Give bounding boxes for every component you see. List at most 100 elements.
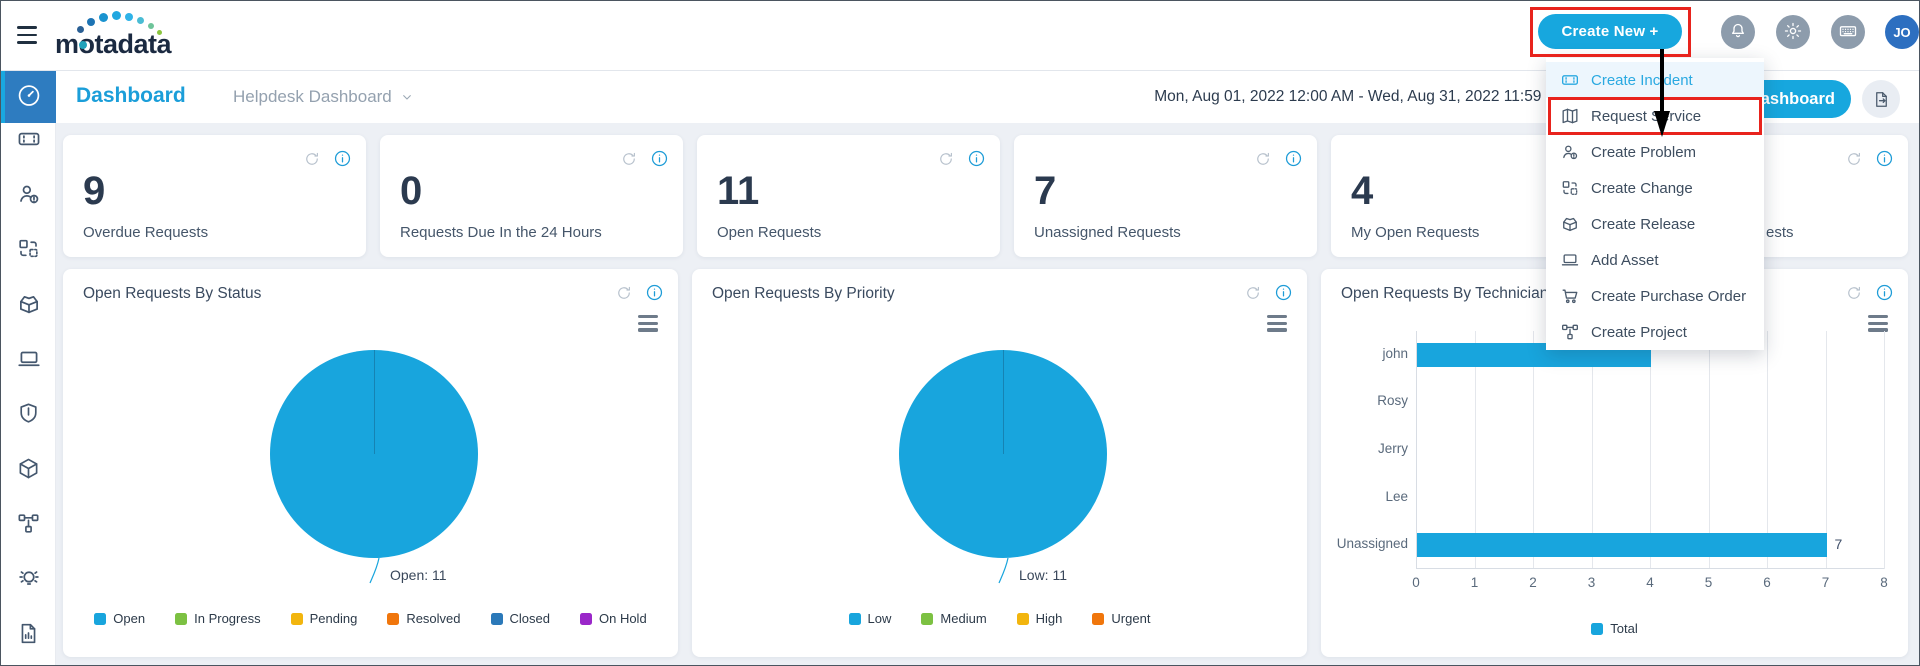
date-range[interactable]: Mon, Aug 01, 2022 12:00 AM - Wed, Aug 31… bbox=[1154, 88, 1569, 105]
info-icon[interactable] bbox=[1875, 149, 1894, 168]
notifications-button[interactable] bbox=[1721, 15, 1755, 49]
keyboard-icon bbox=[1838, 21, 1858, 44]
legend-label: Low bbox=[867, 611, 892, 626]
category-label-jerry: Jerry bbox=[1378, 441, 1408, 456]
dashboard-selector[interactable]: Helpdesk Dashboard bbox=[233, 87, 415, 107]
sidebar-item-changes[interactable] bbox=[1, 229, 56, 273]
sidebar-item-assets[interactable] bbox=[1, 339, 56, 383]
sidebar-item-problems[interactable] bbox=[1, 174, 56, 218]
legend-item-pending[interactable]: Pending bbox=[290, 611, 357, 626]
stat-value: 4 bbox=[1351, 169, 1374, 213]
legend-item-resolved[interactable]: Resolved bbox=[387, 611, 461, 626]
export-button[interactable] bbox=[1862, 80, 1900, 118]
legend-item-closed[interactable]: Closed bbox=[490, 611, 550, 626]
legend-item-in-progress[interactable]: In Progress bbox=[175, 611, 261, 626]
keyboard-shortcuts-button[interactable] bbox=[1831, 15, 1865, 49]
refresh-icon[interactable] bbox=[303, 150, 321, 168]
info-icon[interactable] bbox=[650, 149, 669, 168]
report-icon bbox=[16, 621, 41, 651]
menu-item-create-purchase-order[interactable]: Create Purchase Order bbox=[1546, 278, 1764, 314]
legend-swatch bbox=[1016, 612, 1029, 625]
legend-item-low[interactable]: Low bbox=[848, 611, 892, 626]
chart-context-menu-icon[interactable] bbox=[1267, 315, 1287, 332]
bar-value-label: 7 bbox=[1834, 536, 1843, 553]
menu-item-create-change[interactable]: Create Change bbox=[1546, 170, 1764, 206]
legend-item-high[interactable]: High bbox=[1016, 611, 1062, 626]
refresh-icon[interactable] bbox=[1845, 150, 1863, 168]
menu-item-label: Create Release bbox=[1591, 215, 1696, 233]
sidebar-item-releases[interactable] bbox=[1, 284, 56, 328]
chart-legend: Total bbox=[1321, 621, 1908, 636]
gridline bbox=[1533, 331, 1534, 569]
legend-swatch bbox=[848, 612, 861, 625]
legend-item-on-hold[interactable]: On Hold bbox=[579, 611, 647, 626]
legend-item-open[interactable]: Open bbox=[94, 611, 145, 626]
menu-item-create-project[interactable]: Create Project bbox=[1546, 314, 1764, 350]
refresh-icon[interactable] bbox=[620, 150, 638, 168]
bar-unassigned[interactable] bbox=[1417, 533, 1827, 558]
menu-item-request-service[interactable]: Request Service bbox=[1546, 98, 1764, 134]
chart-context-menu-icon[interactable] bbox=[638, 315, 658, 332]
settings-button[interactable] bbox=[1776, 15, 1810, 49]
menu-item-label: Create Problem bbox=[1591, 143, 1697, 161]
category-label-unassigned: Unassigned bbox=[1336, 536, 1408, 552]
menu-item-create-incident[interactable]: Create Incident bbox=[1546, 62, 1764, 98]
category-label-john: john bbox=[1382, 345, 1408, 361]
menu-item-label: Create Incident bbox=[1591, 71, 1693, 89]
info-icon[interactable] bbox=[967, 149, 986, 168]
legend-item-total[interactable]: Total bbox=[1591, 621, 1638, 636]
user-avatar[interactable]: JO bbox=[1885, 15, 1919, 49]
legend-swatch bbox=[1591, 622, 1604, 635]
legend-swatch bbox=[94, 612, 107, 625]
cart-icon bbox=[1560, 286, 1580, 306]
refresh-icon[interactable] bbox=[1845, 284, 1863, 302]
menu-item-create-problem[interactable]: Create Problem bbox=[1546, 134, 1764, 170]
legend-swatch bbox=[1092, 612, 1105, 625]
chevron-down-icon bbox=[399, 89, 415, 105]
menu-item-create-release[interactable]: Create Release bbox=[1546, 206, 1764, 242]
pie-slice-open[interactable] bbox=[270, 350, 478, 558]
create-new-dropdown: Create Incident Request Service Create P… bbox=[1546, 58, 1764, 350]
hamburger-menu-icon[interactable] bbox=[17, 26, 37, 44]
info-icon[interactable] bbox=[645, 283, 664, 302]
stat-label: Unassigned Requests bbox=[1034, 224, 1181, 241]
sidebar-item-cmdb[interactable] bbox=[1, 449, 56, 493]
gridline bbox=[1884, 331, 1885, 569]
refresh-icon[interactable] bbox=[937, 150, 955, 168]
info-icon[interactable] bbox=[1284, 149, 1303, 168]
info-icon[interactable] bbox=[333, 149, 352, 168]
menu-item-label: Add Asset bbox=[1591, 251, 1659, 269]
gridline bbox=[1474, 331, 1476, 569]
menu-item-label: Create Project bbox=[1591, 323, 1687, 341]
shield-icon bbox=[16, 401, 41, 431]
sidebar-item-projects[interactable] bbox=[1, 504, 56, 548]
sidebar-item-security[interactable] bbox=[1, 394, 56, 438]
gridline bbox=[1650, 331, 1651, 569]
legend-swatch bbox=[387, 612, 400, 625]
sidebar-item-knowledge[interactable] bbox=[1, 559, 56, 603]
info-icon[interactable] bbox=[1274, 283, 1293, 302]
pie-slice-low[interactable] bbox=[899, 350, 1107, 558]
legend-item-urgent[interactable]: Urgent bbox=[1092, 611, 1150, 626]
legend-item-medium[interactable]: Medium bbox=[921, 611, 987, 626]
menu-item-add-asset[interactable]: Add Asset bbox=[1546, 242, 1764, 278]
gridline bbox=[1591, 331, 1593, 569]
page-title: Dashboard bbox=[76, 84, 186, 107]
stat-label: Open Requests bbox=[717, 224, 822, 241]
cube-icon bbox=[16, 456, 41, 486]
chart-context-menu-icon[interactable] bbox=[1868, 315, 1888, 332]
refresh-icon[interactable] bbox=[1244, 284, 1262, 302]
sidebar-item-incidents[interactable] bbox=[1, 119, 56, 163]
create-new-button[interactable]: Create New + bbox=[1538, 14, 1682, 49]
sidebar-item-reports[interactable] bbox=[1, 614, 56, 658]
refresh-icon[interactable] bbox=[1254, 150, 1272, 168]
ticket-icon bbox=[1560, 70, 1580, 90]
refresh-icon[interactable] bbox=[615, 284, 633, 302]
dashboard-selector-label: Helpdesk Dashboard bbox=[233, 87, 392, 106]
sidebar-item-dashboard[interactable] bbox=[1, 71, 56, 123]
menu-item-label: Create Change bbox=[1591, 179, 1693, 197]
category-label-lee: Lee bbox=[1385, 488, 1408, 504]
info-icon[interactable] bbox=[1875, 283, 1894, 302]
stat-label-fragment: ests bbox=[1766, 224, 1794, 241]
